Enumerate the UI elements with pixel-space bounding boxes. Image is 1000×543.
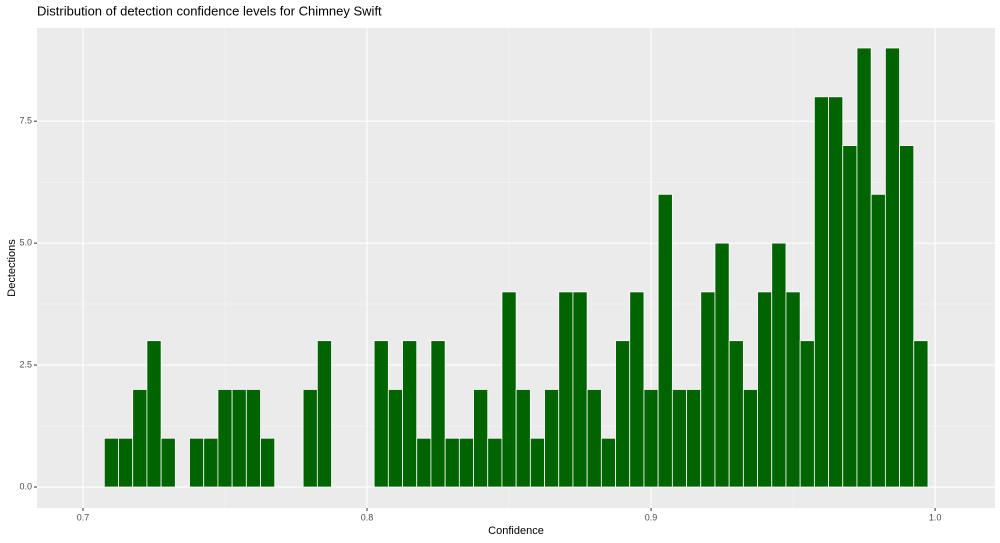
- bar: [671, 389, 687, 488]
- bar: [302, 389, 318, 488]
- bar: [728, 340, 744, 488]
- bar: [103, 437, 119, 488]
- bar: [316, 340, 332, 488]
- bar: [118, 437, 134, 488]
- bar: [700, 291, 716, 488]
- bar: [544, 389, 560, 488]
- bar: [529, 437, 545, 488]
- bar: [742, 389, 758, 488]
- bar: [899, 145, 915, 488]
- bar: [856, 47, 872, 488]
- bar: [629, 291, 645, 488]
- bar: [473, 389, 489, 488]
- x-tick-label: 0.8: [361, 512, 374, 522]
- bar: [558, 291, 574, 488]
- bar: [572, 291, 588, 488]
- y-tick-label: 2.5: [19, 359, 32, 369]
- bar: [203, 437, 219, 488]
- bar: [515, 389, 531, 488]
- bar: [600, 437, 616, 488]
- bar: [657, 193, 673, 488]
- x-axis-label: Confidence: [488, 525, 544, 537]
- bar: [487, 437, 503, 488]
- bar: [842, 145, 858, 488]
- bar: [387, 389, 403, 488]
- bar: [615, 340, 631, 488]
- bar: [189, 437, 205, 488]
- bar: [771, 242, 787, 488]
- y-tick-label: 5.0: [19, 237, 32, 247]
- bar: [757, 291, 773, 488]
- bar: [458, 437, 474, 488]
- y-axis-label: Dectections: [6, 239, 18, 297]
- x-tick-label: 0.7: [77, 512, 90, 522]
- bar: [132, 389, 148, 488]
- bar: [501, 291, 517, 488]
- bar: [785, 291, 801, 488]
- bar: [799, 340, 815, 488]
- bar: [373, 340, 389, 488]
- bar: [260, 437, 276, 488]
- bar: [813, 96, 829, 488]
- bar: [714, 242, 730, 488]
- bar: [416, 437, 432, 488]
- bar: [217, 389, 233, 488]
- bar: [231, 389, 247, 488]
- bar: [870, 193, 886, 488]
- y-tick-label: 0.0: [19, 481, 32, 491]
- bar: [245, 389, 261, 488]
- bar: [444, 437, 460, 488]
- bar: [160, 437, 176, 488]
- chart-title: Distribution of detection confidence lev…: [37, 3, 382, 18]
- bar: [430, 340, 446, 488]
- bar: [643, 389, 659, 488]
- x-tick-label: 1.0: [929, 512, 942, 522]
- y-tick-label: 7.5: [19, 116, 32, 126]
- bar: [586, 389, 602, 488]
- x-tick-label: 0.9: [645, 512, 658, 522]
- bar: [913, 340, 929, 488]
- bar: [402, 340, 418, 488]
- bar: [884, 47, 900, 488]
- bar: [146, 340, 162, 488]
- bar: [828, 96, 844, 488]
- bar: [686, 389, 702, 488]
